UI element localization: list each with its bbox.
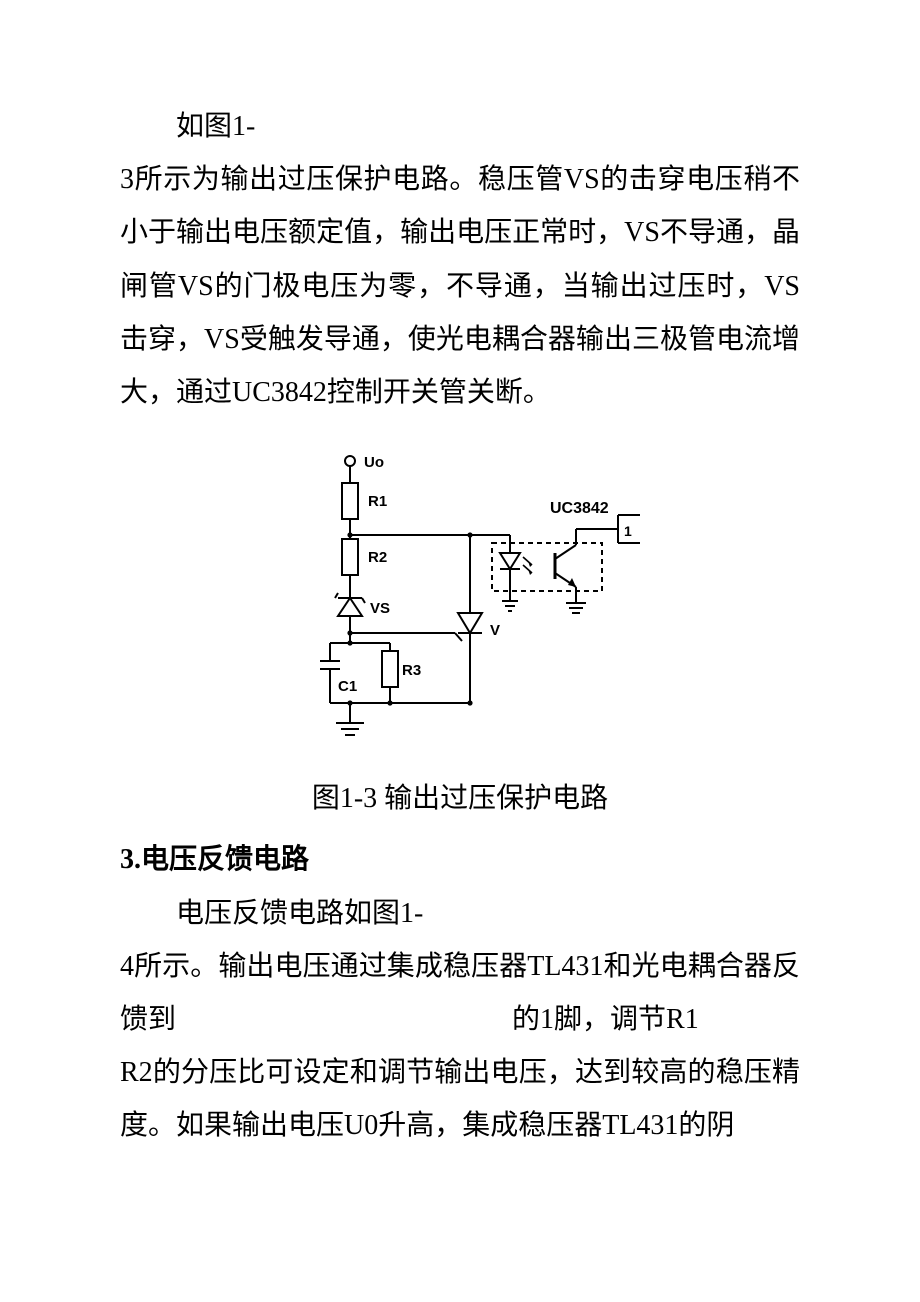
uc3842-pin-label: 1	[624, 523, 632, 539]
r2-resistor	[342, 539, 358, 575]
figure-1-3: Uo R1 R2 VS	[120, 443, 800, 825]
r3-resistor	[382, 651, 398, 687]
uo-label: Uo	[364, 454, 384, 471]
vs-label: VS	[370, 600, 390, 617]
r2-label: R2	[368, 549, 387, 566]
c1-label: C1	[338, 678, 357, 695]
uc3842-label: UC3842	[550, 500, 609, 517]
opto-transistor	[555, 545, 576, 587]
figure-caption: 图1-3 输出过压保护电路	[120, 772, 800, 825]
paragraph-2-b: 的1脚，调节R1	[512, 1004, 699, 1035]
paragraph-2-line2: 4所示。输出电压通过集成稳压器TL431和光电耦合器反馈到的1脚，调节R1	[120, 940, 800, 1046]
r3-label: R3	[402, 662, 421, 679]
v-thyristor	[455, 613, 482, 641]
v-label: V	[490, 622, 500, 639]
r1-label: R1	[368, 493, 387, 510]
opto-led	[500, 553, 532, 575]
paragraph-1-line1: 如图1-	[120, 100, 800, 153]
circuit-diagram-svg: Uo R1 R2 VS	[280, 443, 640, 763]
vs-zener	[335, 593, 365, 616]
uo-terminal	[345, 456, 355, 466]
paragraph-1-body: 3所示为输出过压保护电路。稳压管VS的击穿电压稍不小于输出电压额定值，输出电压正…	[120, 153, 800, 419]
r1-resistor	[342, 483, 358, 519]
page-container: 如图1- 3所示为输出过压保护电路。稳压管VS的击穿电压稍不小于输出电压额定值，…	[0, 0, 920, 1212]
paragraph-2-line1: 电压反馈电路如图1-	[120, 887, 800, 940]
section-heading-3: 3.电压反馈电路	[120, 833, 800, 886]
paragraph-2-line3: R2的分压比可设定和调节输出电压，达到较高的稳压精度。如果输出电压U0升高，集成…	[120, 1046, 800, 1152]
